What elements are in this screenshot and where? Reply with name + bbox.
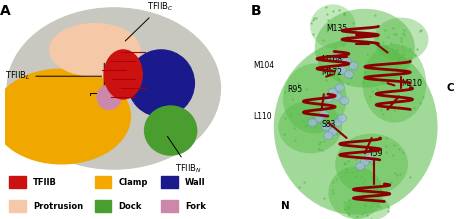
Text: M135: M135	[326, 24, 347, 33]
Ellipse shape	[283, 64, 346, 134]
Ellipse shape	[104, 50, 142, 99]
Text: TFIIB$_L$: TFIIB$_L$	[5, 69, 30, 82]
Ellipse shape	[274, 39, 438, 215]
Text: B: B	[251, 4, 262, 18]
Ellipse shape	[0, 69, 130, 164]
Text: Dock: Dock	[118, 202, 142, 211]
Ellipse shape	[337, 114, 346, 122]
Ellipse shape	[340, 97, 349, 105]
Bar	[95, 200, 111, 212]
Ellipse shape	[97, 85, 121, 110]
Ellipse shape	[310, 4, 356, 48]
Ellipse shape	[342, 57, 351, 65]
Ellipse shape	[324, 95, 333, 102]
Text: Protrusion: Protrusion	[33, 202, 83, 211]
Text: M210: M210	[401, 79, 422, 88]
Bar	[95, 176, 111, 188]
Text: C: C	[447, 83, 454, 93]
Ellipse shape	[356, 162, 365, 170]
Ellipse shape	[363, 44, 426, 123]
Ellipse shape	[328, 88, 337, 96]
Ellipse shape	[328, 127, 337, 135]
Bar	[9, 200, 26, 212]
Text: Wall: Wall	[185, 178, 206, 187]
Ellipse shape	[374, 18, 428, 61]
Ellipse shape	[360, 158, 369, 166]
Ellipse shape	[328, 166, 383, 219]
Text: S83: S83	[321, 120, 336, 129]
Ellipse shape	[335, 84, 344, 92]
Text: M168: M168	[321, 55, 343, 64]
Ellipse shape	[344, 71, 354, 78]
Ellipse shape	[128, 50, 194, 117]
Ellipse shape	[7, 8, 220, 169]
Bar	[161, 200, 178, 212]
Ellipse shape	[278, 101, 342, 153]
Ellipse shape	[333, 119, 342, 127]
Ellipse shape	[333, 92, 342, 100]
Bar	[161, 176, 178, 188]
Ellipse shape	[344, 195, 390, 219]
Text: Fork: Fork	[185, 202, 206, 211]
Text: R95: R95	[287, 85, 302, 94]
Ellipse shape	[337, 66, 346, 74]
Text: TFIIB$_C$: TFIIB$_C$	[125, 1, 174, 41]
Ellipse shape	[335, 134, 408, 195]
Ellipse shape	[50, 24, 140, 76]
Text: TFIIB$_N$: TFIIB$_N$	[167, 136, 202, 175]
Ellipse shape	[365, 154, 374, 162]
Ellipse shape	[145, 106, 197, 155]
Ellipse shape	[349, 62, 358, 70]
Ellipse shape	[321, 123, 331, 131]
Text: M172: M172	[321, 68, 343, 77]
Ellipse shape	[315, 9, 415, 88]
Text: L110: L110	[253, 111, 272, 121]
Ellipse shape	[333, 53, 342, 61]
Text: M104: M104	[253, 61, 274, 70]
Ellipse shape	[324, 132, 333, 140]
Text: Clamp: Clamp	[118, 178, 148, 187]
Ellipse shape	[319, 110, 328, 118]
Text: T59: T59	[369, 149, 384, 158]
Text: A: A	[0, 4, 11, 18]
Ellipse shape	[308, 119, 317, 127]
Text: TFIIB: TFIIB	[33, 178, 57, 187]
Ellipse shape	[315, 114, 324, 122]
Bar	[9, 176, 26, 188]
Text: N: N	[281, 201, 289, 211]
